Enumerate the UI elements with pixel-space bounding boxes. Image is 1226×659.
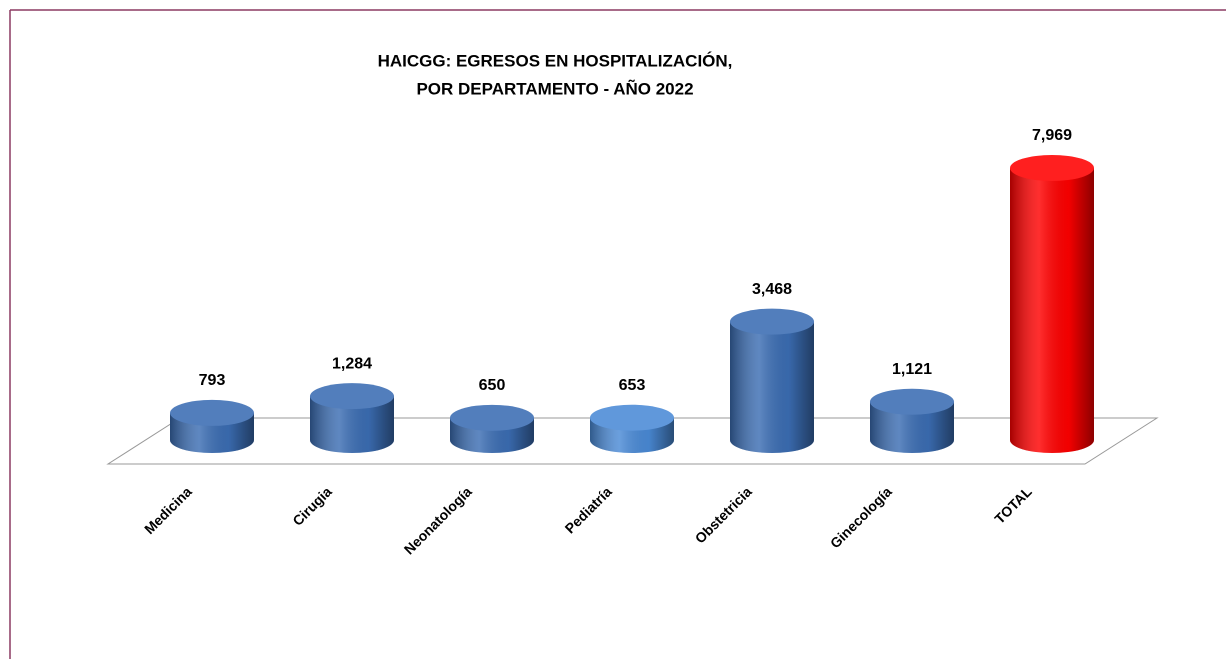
bar-top-shade bbox=[450, 404, 534, 431]
value-label: 1,121 bbox=[892, 361, 932, 378]
bar-shade bbox=[730, 321, 814, 453]
x-tick-label: Medicina bbox=[141, 483, 195, 537]
bar-top-shade bbox=[170, 399, 254, 426]
bar-top bbox=[170, 399, 254, 426]
bar bbox=[170, 399, 254, 453]
x-tick-label: Obstetricia bbox=[692, 483, 755, 546]
chart-title: POR DEPARTAMENTO - AÑO 2022 bbox=[416, 78, 693, 98]
bar-top bbox=[590, 404, 674, 431]
bar-top bbox=[870, 388, 954, 415]
bar-top-shade bbox=[870, 388, 954, 415]
bar bbox=[870, 388, 954, 453]
value-label: 650 bbox=[479, 377, 506, 394]
bar bbox=[730, 308, 814, 453]
x-tick-label: Cirugia bbox=[289, 483, 335, 529]
bar-top bbox=[730, 308, 814, 335]
bar bbox=[310, 383, 394, 453]
x-tick-label: Pediatría bbox=[562, 483, 615, 536]
x-tick-label: Ginecología bbox=[827, 483, 895, 551]
bar-shade bbox=[870, 401, 954, 453]
value-label: 7,969 bbox=[1032, 127, 1072, 144]
value-label: 793 bbox=[199, 372, 226, 389]
bar-top bbox=[450, 404, 534, 431]
bar bbox=[1010, 155, 1094, 453]
chart-title: HAICGG: EGRESOS EN HOSPITALIZACIÓN, bbox=[378, 51, 733, 70]
bar-top bbox=[310, 383, 394, 410]
bar-top-shade bbox=[1010, 155, 1094, 181]
x-tick-label: Neonatología bbox=[401, 483, 475, 557]
bar bbox=[590, 404, 674, 453]
bar-shade bbox=[310, 396, 394, 453]
value-label: 1,284 bbox=[332, 355, 372, 372]
value-label: 653 bbox=[619, 377, 646, 394]
value-label: 3,468 bbox=[752, 281, 792, 298]
bar-top bbox=[1010, 155, 1094, 181]
bar-top-shade bbox=[730, 308, 814, 335]
bar-shade bbox=[1010, 168, 1094, 453]
bar bbox=[450, 404, 534, 453]
bar-top-shade bbox=[310, 383, 394, 410]
x-tick-label: TOTAL bbox=[991, 483, 1035, 527]
bar-top-shade bbox=[590, 404, 674, 431]
